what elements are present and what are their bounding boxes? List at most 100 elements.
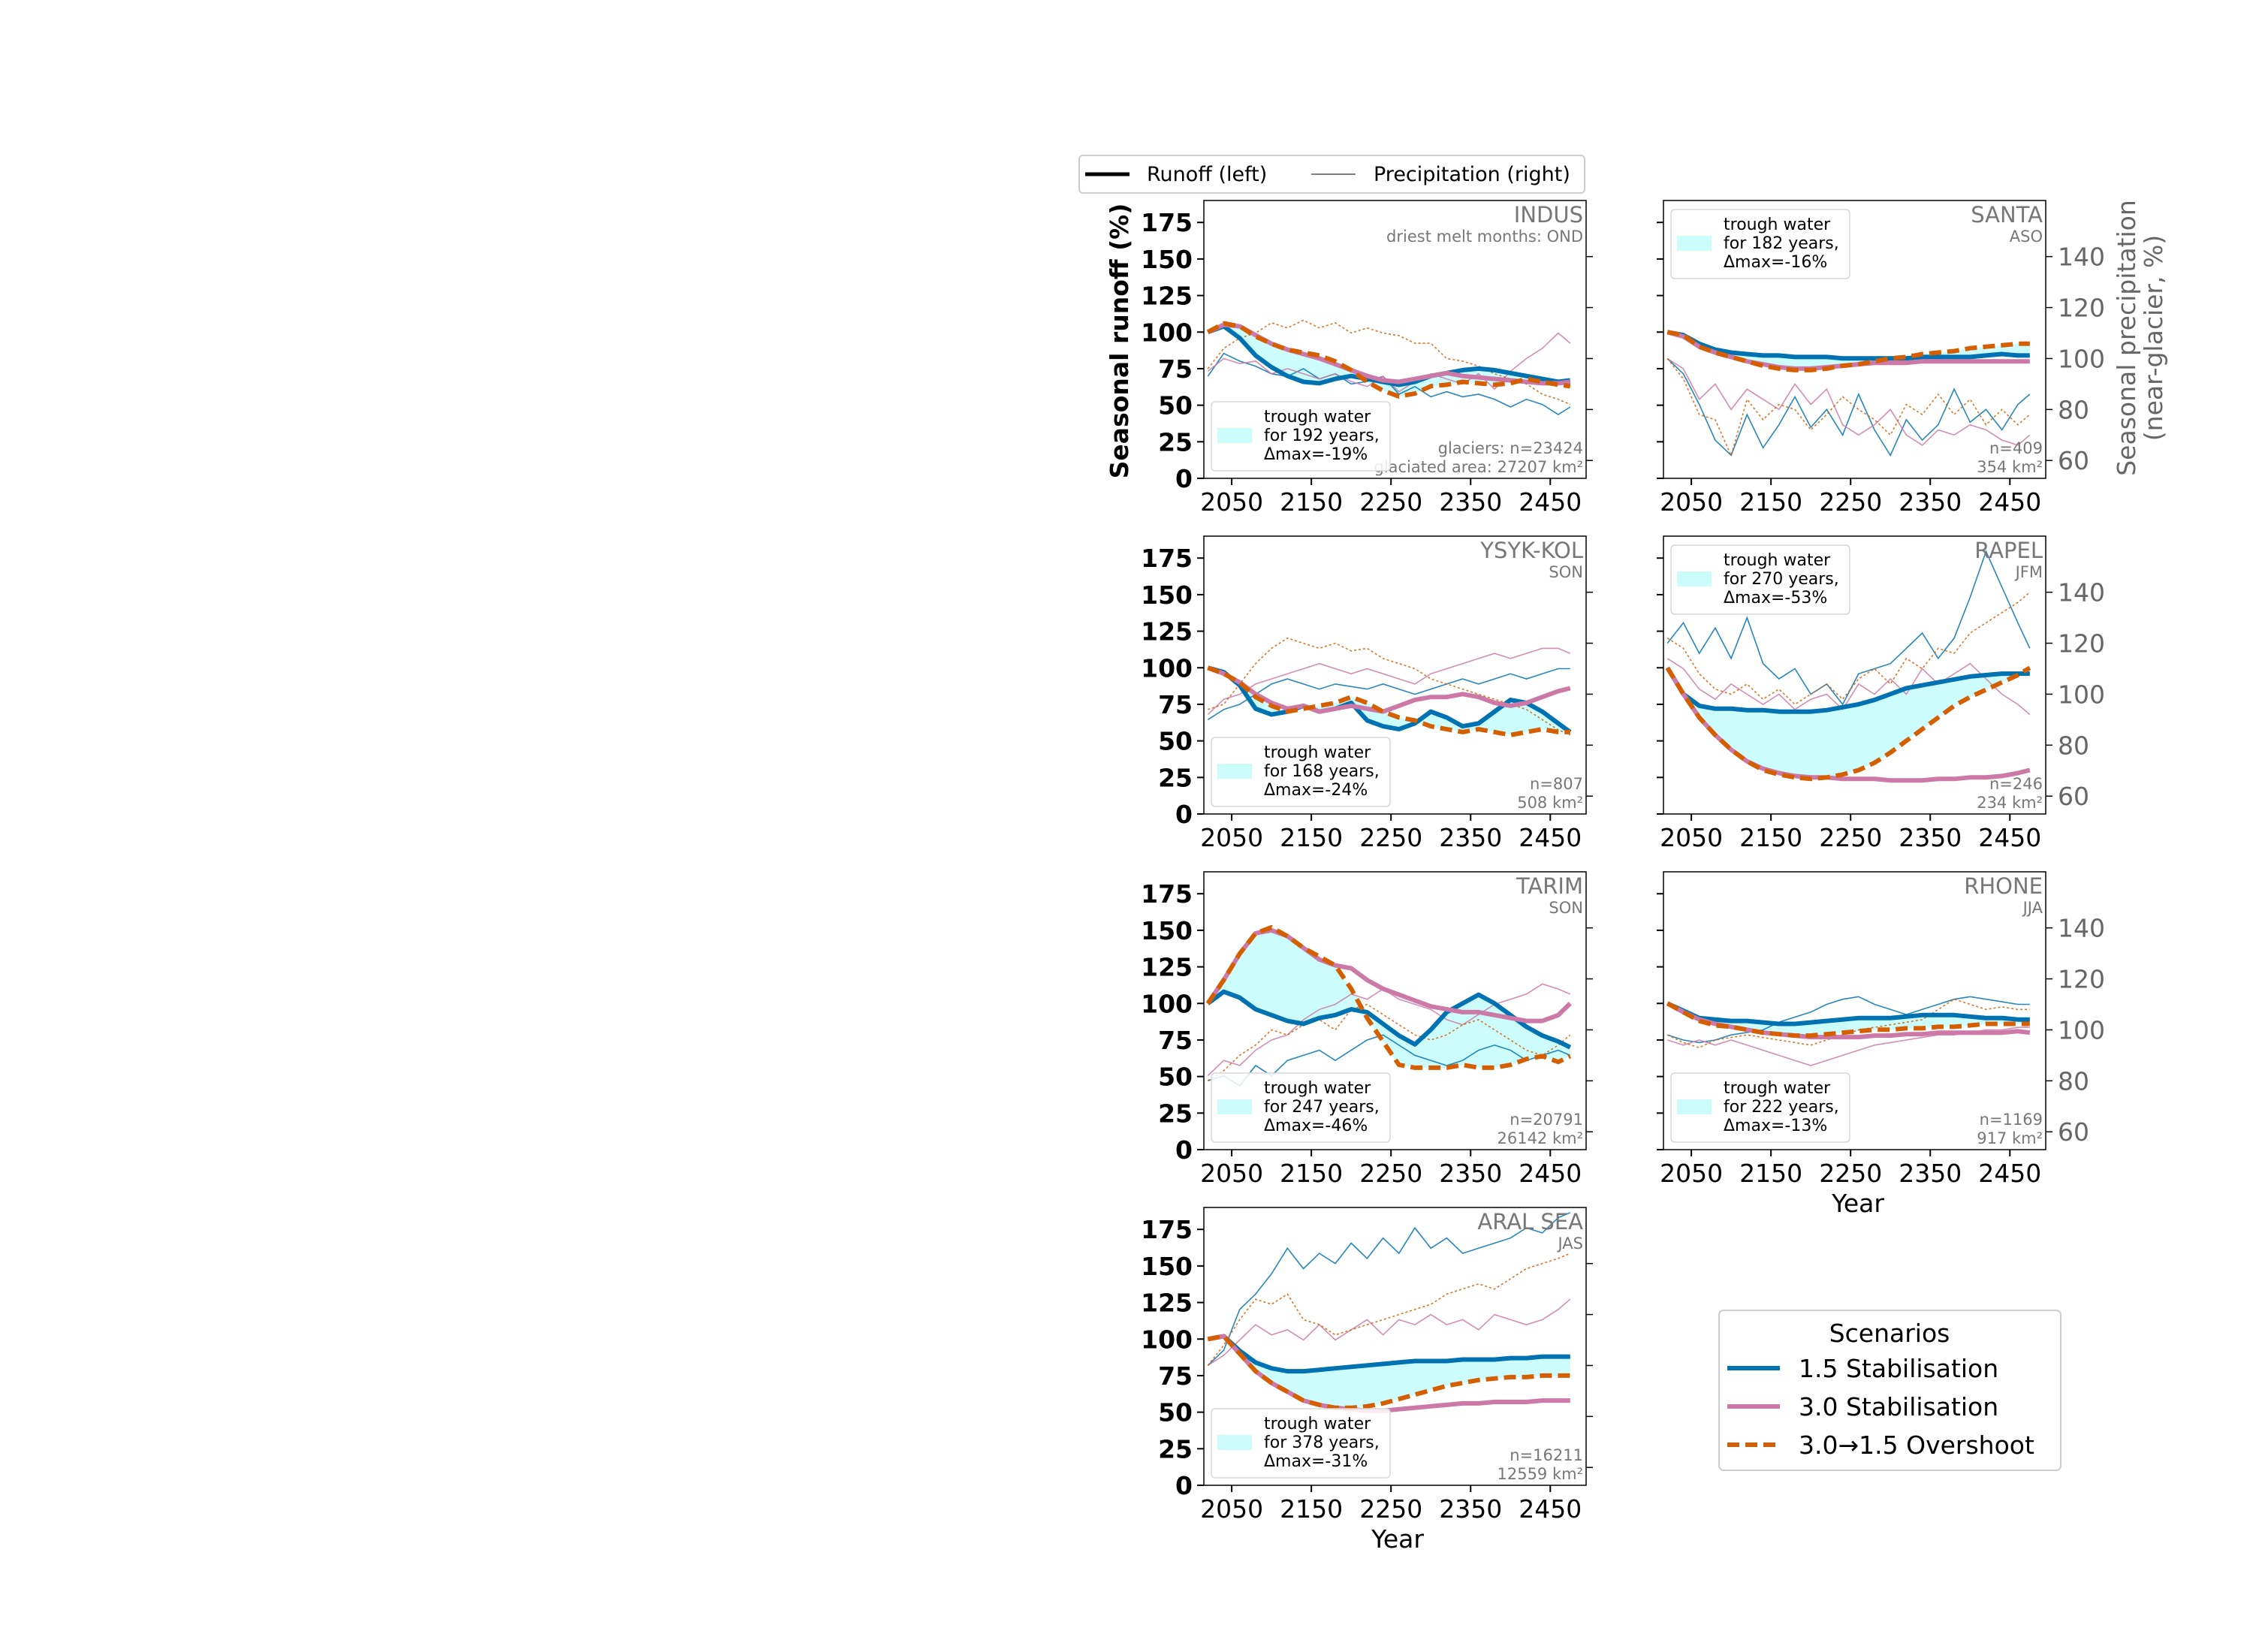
y-tick-label-right-rapel: 140 [2058,578,2105,607]
scenario-legend-label-1p5: 1.5 Stabilisation [1799,1354,1998,1383]
runoff-line-overshoot-rapel [1665,665,2031,782]
runoff-line-3p0-stabilisation-tarim [1205,927,1572,1023]
y-tick-label-left-ysyk-kol: 50 [1158,727,1193,756]
x-tick-label-rhone: 2150 [1739,1159,1802,1188]
runoff-line-1p5-stabilisation-aral-sea [1207,1334,1570,1374]
axes-frame-ysyk-kol [1203,535,1587,815]
trough-legend-line2-rapel: for 270 years, [1724,570,1839,589]
trough-legend-swatch-rhone [1677,1099,1712,1114]
x-tick-label-santa: 2250 [1819,487,1882,517]
y-tick-label-left-ysyk-kol: 100 [1141,653,1193,683]
top-legend: Runoff (left) Precipitation (right) [1078,155,1585,194]
panel-glacier-area-tarim: 26142 km² [1497,1129,1583,1147]
trough-legend-line3-aral-sea: Δmax=-31% [1264,1452,1368,1471]
x-tick-label-santa: 2450 [1978,487,2041,517]
precip-line-3p0-stabilisation-rapel [1666,658,2031,716]
y-tick-label-right-rapel: 80 [2058,731,2089,760]
y-tick-label-left-ysyk-kol: 125 [1141,617,1193,647]
panel-rhone: 2050 2150 2250 2350 2450 60 80 100 120 140 RHONEJJ… [1657,871,2105,1188]
x-tick-label-ysyk-kol: 2350 [1439,823,1502,852]
plot-area-rhone [1666,996,2031,1066]
y-tick-label-left-indus: 100 [1141,318,1193,347]
runoff-legend-label: Runoff (left) [1147,163,1267,186]
trough-legend-swatch-tarim [1217,1099,1252,1114]
scenario-legend-title: Scenarios [1829,1319,1950,1348]
y-tick-label-left-tarim: 50 [1158,1063,1193,1092]
y-tick-label-right-rhone: 80 [2058,1066,2089,1096]
runoff-line-overshoot-ysyk-kol [1207,665,1570,737]
trough-legend-line1-rhone: trough water [1724,1079,1831,1098]
trough-legend-line3-santa: Δmax=-16% [1724,253,1827,272]
trough-legend-line1-aral-sea: trough water [1264,1415,1371,1433]
y-tick-label-right-rapel: 100 [2058,680,2105,709]
runoff-line-overshoot-aral-sea [1207,1334,1570,1410]
y-tick-label-left-aral-sea: 125 [1141,1289,1193,1318]
panel-season-indus: driest melt months: OND [1386,228,1583,246]
scenario-legend: Scenarios 1.5 Stabilisation 3.0 Stabilis… [1718,1310,2061,1471]
trough-fill-tarim [1208,927,1570,1068]
runoff-line-3p0-stabilisation-ysyk-kol [1207,665,1571,714]
y-tick-label-left-indus: 150 [1141,245,1193,274]
y-tick-label-left-indus: 75 [1158,354,1193,384]
scenario-legend-label-3p0: 3.0 Stabilisation [1799,1392,1998,1421]
trough-legend-line2-aral-sea: for 378 years, [1264,1433,1380,1452]
y-tick-label-right-santa: 80 [2058,395,2089,424]
trough-legend-box-rhone [1670,1072,1850,1143]
scenario-legend-label-overshoot: 3.0→1.5 Overshoot [1799,1430,2034,1460]
plot-area-indus [1206,319,1571,416]
plot-area-tarim [1205,925,1572,1087]
x-tick-label-tarim: 2250 [1359,1159,1422,1188]
precip-line-1p5-stabilisation-santa [1666,357,2031,457]
trough-legend-box-rapel [1670,544,1850,615]
x-tick-label-indus: 2350 [1439,487,1502,517]
panel-glacier-count-indus: glaciers: n=23424 [1438,439,1583,457]
x-tick-label-tarim: 2450 [1519,1159,1582,1188]
x-tick-label-tarim: 2150 [1280,1159,1343,1188]
runoff-line-overshoot-tarim [1205,925,1572,1070]
trough-fill-ysyk-kol [1208,668,1570,735]
y-tick-label-left-ysyk-kol: 75 [1158,690,1193,719]
trough-legend-box-indus [1211,401,1391,472]
x-tick-label-tarim: 2350 [1439,1159,1502,1188]
panel-season-ysyk-kol: SON [1549,563,1583,581]
panel-title-tarim: TARIM [1516,873,1583,899]
panel-aral-sea: 2050 2150 2250 2350 2450 0 25 50 75 100 125 150 175 A… [1141,1207,1593,1524]
trough-legend-line1-rapel: trough water [1724,551,1831,570]
runoff-line-1p5-stabilisation-santa [1666,330,2030,361]
y-tick-label-left-indus: 25 [1158,427,1193,457]
y-tick-label-left-tarim: 100 [1141,989,1193,1018]
axes-frame-santa [1663,200,2046,479]
y-tick-label-left-tarim: 150 [1141,916,1193,945]
y-tick-label-left-ysyk-kol: 150 [1141,580,1193,610]
x-tick-label-rhone: 2350 [1899,1159,1962,1188]
trough-legend-line3-indus: Δmax=-19% [1264,445,1368,464]
y-tick-label-right-rhone: 140 [2058,914,2105,943]
panel-glacier-area-rapel: 234 km² [1977,794,2043,812]
x-tick-label-rapel: 2250 [1819,823,1882,852]
panel-season-aral-sea: JAS [1556,1234,1583,1253]
trough-legend-line2-tarim: for 247 years, [1264,1098,1380,1117]
axes-frame-aral-sea [1203,1207,1587,1486]
panel-glacier-count-rapel: n=246 [1989,775,2043,793]
axes-frame-tarim [1203,871,1587,1150]
x-tick-label-rapel: 2050 [1660,823,1723,852]
panel-title-rapel: RAPEL [1974,538,2043,563]
y-tick-label-left-tarim: 175 [1141,879,1193,909]
panel-glacier-count-aral-sea: n=16211 [1510,1446,1583,1464]
panel-glacier-area-santa: 354 km² [1977,458,2043,476]
trough-legend-line1-ysyk-kol: trough water [1264,743,1371,762]
y-tick-label-left-tarim: 75 [1158,1026,1193,1055]
panel-glacier-count-santa: n=409 [1989,439,2043,457]
x-tick-label-ysyk-kol: 2450 [1519,823,1582,852]
y-tick-label-left-indus: 175 [1141,208,1193,237]
x-tick-label-indus: 2150 [1280,487,1343,517]
plot-area-aral-sea [1207,1212,1571,1413]
trough-legend-swatch-aral-sea [1217,1435,1252,1450]
trough-legend-line2-indus: for 192 years, [1264,427,1380,445]
y-tick-label-left-indus: 125 [1141,282,1193,311]
precip-line-overshoot-santa [1666,358,2031,457]
x-tick-label-tarim: 2050 [1200,1159,1263,1188]
x-tick-label-aral-sea: 2450 [1519,1494,1582,1524]
runoff-line-overshoot-rhone [1666,1001,2030,1039]
